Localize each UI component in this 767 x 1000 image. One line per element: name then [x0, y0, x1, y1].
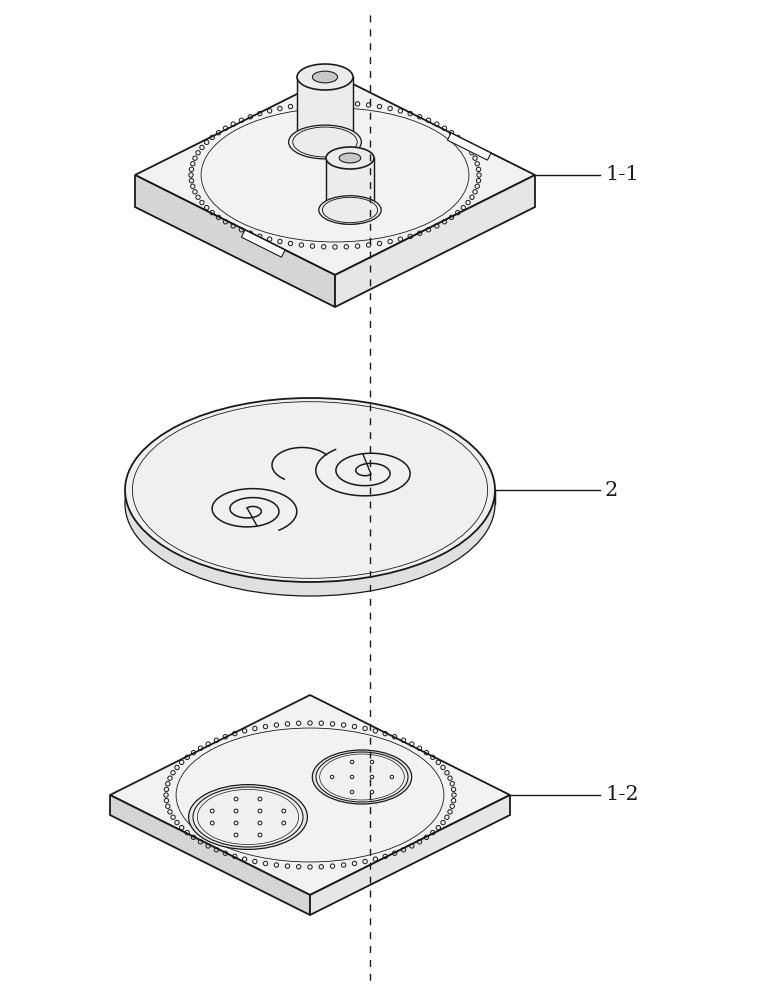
Ellipse shape: [312, 750, 412, 804]
Ellipse shape: [312, 71, 337, 83]
Polygon shape: [335, 175, 535, 307]
Polygon shape: [110, 795, 310, 915]
Ellipse shape: [293, 127, 357, 157]
Ellipse shape: [125, 412, 495, 596]
Ellipse shape: [322, 197, 377, 223]
Polygon shape: [310, 795, 510, 915]
Ellipse shape: [189, 785, 308, 849]
Ellipse shape: [297, 132, 353, 158]
Ellipse shape: [316, 752, 408, 802]
Polygon shape: [135, 175, 335, 307]
Text: 1-2: 1-2: [605, 786, 639, 804]
Polygon shape: [297, 77, 353, 145]
Ellipse shape: [193, 787, 303, 847]
Ellipse shape: [326, 202, 374, 224]
Polygon shape: [110, 695, 510, 895]
Ellipse shape: [319, 196, 381, 224]
Polygon shape: [135, 75, 535, 275]
Ellipse shape: [297, 64, 353, 90]
Ellipse shape: [326, 147, 374, 169]
Polygon shape: [242, 230, 285, 257]
Ellipse shape: [288, 125, 361, 159]
Text: 1-1: 1-1: [605, 165, 639, 184]
Text: 2: 2: [605, 481, 618, 499]
Ellipse shape: [125, 398, 495, 582]
Polygon shape: [326, 158, 374, 213]
Ellipse shape: [339, 153, 360, 163]
Polygon shape: [447, 133, 491, 160]
Polygon shape: [125, 490, 495, 504]
